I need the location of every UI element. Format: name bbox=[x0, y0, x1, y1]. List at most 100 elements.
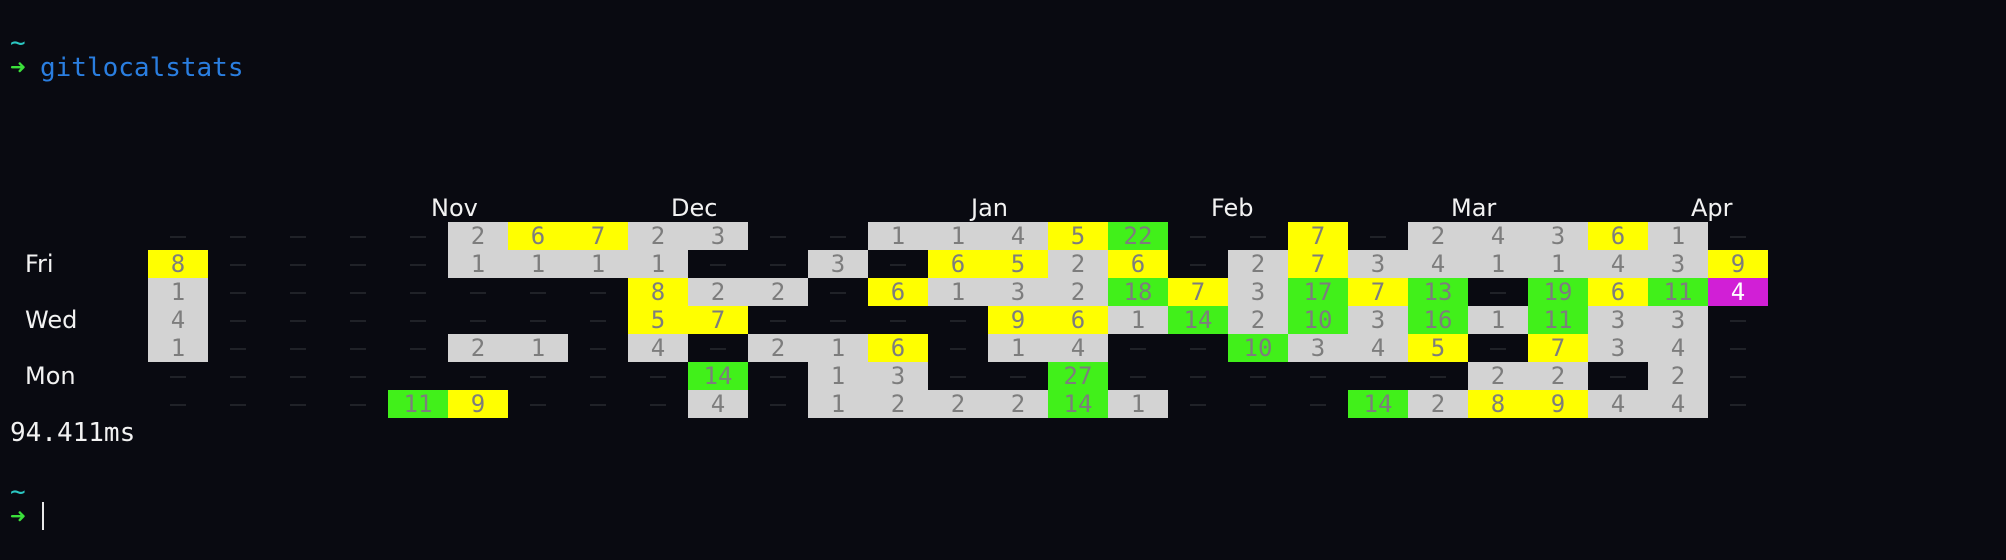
heatmap-cell: 3 bbox=[808, 250, 868, 278]
empty-day-marker bbox=[770, 236, 786, 238]
empty-day-marker bbox=[170, 404, 186, 406]
empty-day-marker bbox=[1730, 320, 1746, 322]
heatmap-cell: 1 bbox=[808, 362, 868, 390]
heatmap-cell: 1 bbox=[1648, 222, 1708, 250]
heatmap-cell: 18 bbox=[1108, 278, 1168, 306]
month-label: Dec bbox=[671, 194, 718, 222]
empty-day-marker bbox=[1190, 264, 1206, 266]
heatmap-cell: 9 bbox=[1528, 390, 1588, 418]
heatmap-cell: 3 bbox=[1528, 222, 1588, 250]
heatmap-cell: 7 bbox=[1288, 222, 1348, 250]
heatmap-cell: 22 bbox=[1108, 222, 1168, 250]
heatmap-cell: 19 bbox=[1528, 278, 1588, 306]
empty-day-marker bbox=[890, 264, 906, 266]
empty-day-marker bbox=[1310, 376, 1326, 378]
empty-day-marker bbox=[590, 348, 606, 350]
heatmap-cell: 1 bbox=[508, 334, 568, 362]
heatmap-cell: 6 bbox=[868, 278, 928, 306]
heatmap-cell: 7 bbox=[1528, 334, 1588, 362]
heatmap-cell: 4 bbox=[1468, 222, 1528, 250]
heatmap-cell: 4 bbox=[1588, 390, 1648, 418]
heatmap-cell: 1 bbox=[1108, 306, 1168, 334]
empty-day-marker bbox=[1430, 376, 1446, 378]
heatmap-cell: 8 bbox=[148, 250, 208, 278]
prompt-tilde: ~ bbox=[10, 477, 26, 507]
heatmap-cell: 1 bbox=[928, 222, 988, 250]
heatmap-cell: 14 bbox=[1048, 390, 1108, 418]
heatmap-cell: 5 bbox=[1408, 334, 1468, 362]
empty-day-marker bbox=[230, 404, 246, 406]
empty-day-marker bbox=[230, 264, 246, 266]
empty-day-marker bbox=[1130, 348, 1146, 350]
heatmap-cell: 14 bbox=[688, 362, 748, 390]
heatmap-cell: 3 bbox=[988, 278, 1048, 306]
command-text: gitlocalstats bbox=[40, 53, 244, 83]
empty-day-marker bbox=[350, 292, 366, 294]
heatmap-cell: 7 bbox=[1288, 250, 1348, 278]
empty-day-marker bbox=[1010, 376, 1026, 378]
heatmap-cell: 4 bbox=[1348, 334, 1408, 362]
elapsed-time: 94.411ms bbox=[10, 418, 136, 448]
month-label: Nov bbox=[431, 194, 478, 222]
heatmap-cell: 2 bbox=[868, 390, 928, 418]
heatmap-cell: 9 bbox=[1708, 250, 1768, 278]
empty-day-marker bbox=[290, 320, 306, 322]
empty-day-marker bbox=[1190, 348, 1206, 350]
heatmap-cell: 3 bbox=[1228, 278, 1288, 306]
heatmap-cell: 4 bbox=[1048, 334, 1108, 362]
prompt-tilde: ~ bbox=[10, 28, 26, 58]
heatmap-cell: 2 bbox=[448, 222, 508, 250]
heatmap-cell: 2 bbox=[748, 278, 808, 306]
empty-day-marker bbox=[1250, 404, 1266, 406]
empty-day-marker bbox=[950, 320, 966, 322]
empty-day-marker bbox=[290, 348, 306, 350]
heatmap-cell: 2 bbox=[1648, 362, 1708, 390]
empty-day-marker bbox=[170, 236, 186, 238]
terminal-cursor[interactable] bbox=[42, 502, 44, 530]
empty-day-marker bbox=[350, 320, 366, 322]
heatmap-cell: 8 bbox=[1468, 390, 1528, 418]
heatmap-cell: 6 bbox=[868, 334, 928, 362]
heatmap-cell: 7 bbox=[1168, 278, 1228, 306]
heatmap-cell: 1 bbox=[148, 278, 208, 306]
month-label: Mar bbox=[1451, 194, 1497, 222]
heatmap-cell: 1 bbox=[1468, 250, 1528, 278]
heatmap-cell: 2 bbox=[628, 222, 688, 250]
heatmap-cell: 4 bbox=[148, 306, 208, 334]
heatmap-cell: 3 bbox=[688, 222, 748, 250]
heatmap-cell: 11 bbox=[388, 390, 448, 418]
heatmap-cell: 4 bbox=[988, 222, 1048, 250]
empty-day-marker bbox=[410, 376, 426, 378]
heatmap-cell: 27 bbox=[1048, 362, 1108, 390]
empty-day-marker bbox=[530, 404, 546, 406]
empty-day-marker bbox=[290, 404, 306, 406]
heatmap-cell: 2 bbox=[448, 334, 508, 362]
empty-day-marker bbox=[1490, 348, 1506, 350]
empty-day-marker bbox=[650, 376, 666, 378]
heatmap-cell: 7 bbox=[1348, 278, 1408, 306]
heatmap-cell: 1 bbox=[1108, 390, 1168, 418]
heatmap-cell: 6 bbox=[1588, 278, 1648, 306]
heatmap-cell: 2 bbox=[1048, 278, 1108, 306]
empty-day-marker bbox=[830, 292, 846, 294]
empty-day-marker bbox=[1250, 236, 1266, 238]
heatmap-cell: 2 bbox=[1408, 390, 1468, 418]
empty-day-marker bbox=[830, 236, 846, 238]
heatmap-cell: 1 bbox=[928, 278, 988, 306]
heatmap-cell: 3 bbox=[1348, 306, 1408, 334]
heatmap-cell: 5 bbox=[988, 250, 1048, 278]
empty-day-marker bbox=[470, 376, 486, 378]
empty-day-marker bbox=[230, 376, 246, 378]
empty-day-marker bbox=[770, 404, 786, 406]
heatmap-cell: 4 bbox=[1708, 278, 1768, 306]
empty-day-marker bbox=[350, 404, 366, 406]
heatmap-cell: 2 bbox=[1228, 250, 1288, 278]
empty-day-marker bbox=[470, 320, 486, 322]
empty-day-marker bbox=[410, 320, 426, 322]
heatmap-cell: 6 bbox=[928, 250, 988, 278]
month-label: Feb bbox=[1211, 194, 1254, 222]
heatmap-cell: 3 bbox=[1288, 334, 1348, 362]
heatmap-cell: 11 bbox=[1648, 278, 1708, 306]
heatmap-cell: 7 bbox=[688, 306, 748, 334]
heatmap-cell: 14 bbox=[1168, 306, 1228, 334]
